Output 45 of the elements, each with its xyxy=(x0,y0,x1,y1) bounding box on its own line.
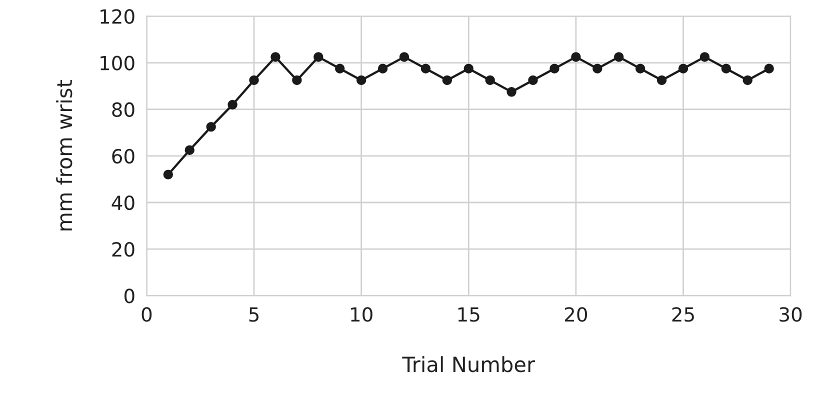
y-axis-title: mm from wrist xyxy=(56,80,72,230)
point xyxy=(485,75,495,86)
y-tick-label: 80 xyxy=(112,102,134,118)
y-tick-label: 20 xyxy=(112,242,134,257)
point xyxy=(249,75,259,86)
point xyxy=(334,64,345,74)
point xyxy=(528,75,538,86)
y-tick-label: 60 xyxy=(112,148,134,164)
x-tick-label: 0 xyxy=(142,307,152,322)
y-tick-label: 40 xyxy=(112,195,134,210)
point xyxy=(656,75,667,86)
point xyxy=(721,64,732,74)
point xyxy=(442,75,452,86)
point xyxy=(184,145,194,155)
point xyxy=(742,75,752,86)
x-tick-label: 5 xyxy=(249,307,258,322)
x-tick-label: 20 xyxy=(564,307,588,322)
x-tick-label: 10 xyxy=(351,307,372,322)
point xyxy=(635,64,646,74)
point xyxy=(614,52,624,62)
point xyxy=(206,122,216,132)
point xyxy=(420,64,431,74)
point xyxy=(270,52,280,62)
point xyxy=(292,75,302,86)
point xyxy=(764,64,774,74)
y-tick-label: 120 xyxy=(100,9,134,24)
point xyxy=(378,64,388,74)
point xyxy=(571,52,581,62)
x-axis-title: Trial Number xyxy=(402,356,536,372)
point xyxy=(700,52,710,62)
point xyxy=(464,64,474,74)
point xyxy=(678,64,688,74)
point xyxy=(592,64,602,74)
x-tick-label: 30 xyxy=(780,307,802,322)
point xyxy=(506,87,516,97)
y-tick-label: 100 xyxy=(100,56,134,70)
x-tick-label: 25 xyxy=(672,307,694,322)
point xyxy=(356,75,366,86)
point xyxy=(550,64,560,74)
y-tick-label: 0 xyxy=(124,288,134,304)
point xyxy=(399,52,410,62)
point xyxy=(314,52,324,62)
point xyxy=(163,170,174,180)
x-tick-label: 15 xyxy=(458,307,480,322)
point xyxy=(228,100,238,110)
